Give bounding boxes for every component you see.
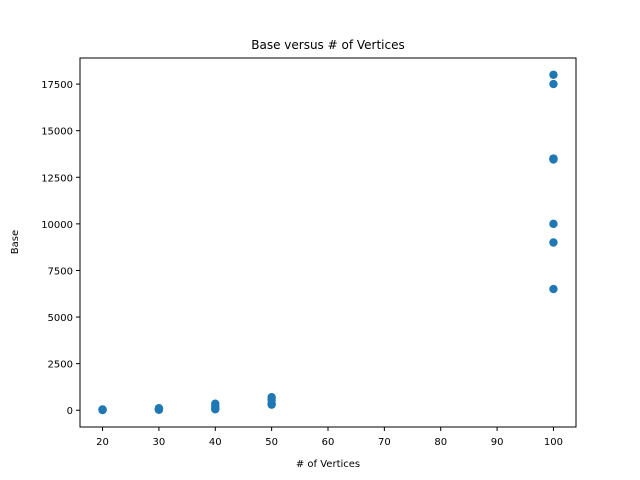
y-axis-title: Base (10, 230, 21, 254)
y-tick-label: 2500 (48, 360, 73, 371)
data-point (549, 79, 558, 89)
data-point (267, 392, 276, 402)
y-tick-label: 7500 (48, 266, 73, 277)
data-point (549, 238, 558, 247)
x-tick-label: 60 (322, 437, 335, 448)
data-point (98, 405, 107, 414)
chart-title: Base versus # of Vertices (251, 38, 405, 52)
data-point (549, 70, 558, 79)
y-tick-label: 10000 (41, 220, 73, 231)
x-axis-ticks: 20 30 40 50 60 70 80 90 100 (96, 427, 563, 448)
y-tick-label: 17500 (41, 80, 73, 91)
data-points (98, 70, 558, 415)
y-tick-label: 15000 (41, 127, 73, 138)
y-axis-ticks: 0 2500 5000 7500 10000 12500 15000 17500 (41, 80, 80, 417)
y-tick-label: 5000 (48, 313, 73, 324)
x-axis-title: # of Vertices (296, 459, 360, 470)
plot-frame (79, 57, 577, 428)
x-tick-label: 40 (209, 437, 222, 448)
y-tick-label: 0 (67, 406, 73, 417)
data-point (549, 219, 558, 229)
x-tick-label: 70 (378, 437, 391, 448)
x-tick-label: 20 (96, 437, 109, 448)
data-point (154, 403, 164, 413)
x-tick-label: 80 (434, 437, 447, 448)
data-point (211, 399, 220, 408)
x-tick-label: 50 (265, 437, 278, 448)
data-point (549, 284, 558, 294)
data-point (549, 155, 558, 164)
x-tick-label: 30 (153, 437, 166, 448)
y-tick-label: 12500 (41, 173, 73, 184)
x-tick-label: 100 (544, 437, 563, 448)
x-tick-label: 90 (491, 437, 504, 448)
